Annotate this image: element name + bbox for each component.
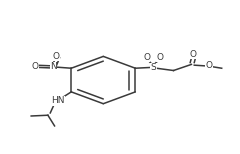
Text: O: O: [143, 53, 150, 62]
Text: S: S: [150, 63, 156, 72]
Text: N: N: [50, 62, 57, 71]
Text: O: O: [206, 61, 213, 70]
Text: O: O: [190, 50, 197, 59]
Text: O: O: [32, 62, 39, 71]
Text: O: O: [53, 52, 60, 61]
Text: HN: HN: [51, 96, 64, 105]
Text: O: O: [156, 53, 163, 62]
